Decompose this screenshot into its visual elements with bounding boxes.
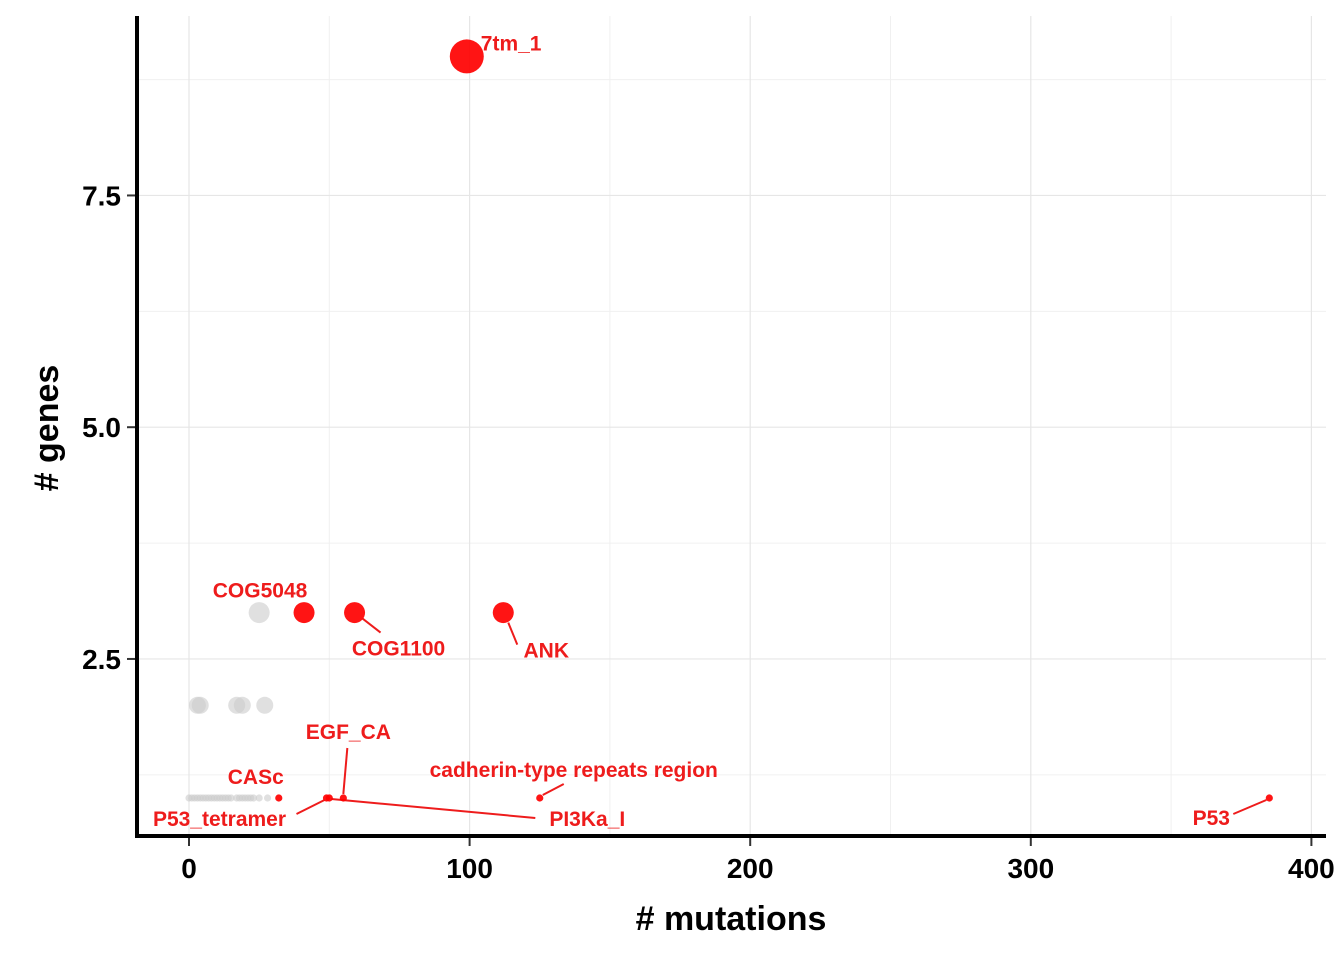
point-label: ANK — [524, 640, 570, 663]
label-leader-lines — [296, 617, 1267, 819]
point-label: cadherin-type repeats region — [430, 759, 718, 782]
point-label: P53 — [1193, 807, 1230, 830]
x-tick-label: 200 — [727, 853, 774, 884]
point-label: CASc — [228, 766, 284, 789]
highlighted-point — [275, 794, 283, 802]
background-point — [191, 696, 209, 714]
x-tick-label: 100 — [446, 853, 493, 884]
point-label: EGF_CA — [306, 721, 391, 744]
background-point — [256, 696, 274, 714]
highlighted-points — [275, 39, 1273, 802]
y-tick-label: 5.0 — [82, 412, 121, 443]
highlighted-point — [536, 794, 544, 802]
highlighted-point — [449, 39, 484, 74]
axes — [135, 16, 1326, 838]
label-leader-line — [331, 798, 536, 819]
point-labels: 7tm_1 COG5048 COG1100 ANK EGF_CA CASc P53_tetr… — [153, 32, 1230, 831]
highlighted-point — [492, 602, 514, 624]
highlighted-point — [325, 794, 333, 802]
x-axis-title: # mutations — [636, 900, 827, 938]
x-tick-label: 0 — [181, 853, 197, 884]
point-label: P53_tetramer — [153, 808, 286, 831]
highlighted-point — [293, 602, 315, 624]
background-point — [248, 602, 270, 624]
label-leader-line — [361, 617, 382, 634]
background-point — [255, 794, 263, 802]
label-leader-line — [507, 622, 519, 645]
background-points — [185, 602, 274, 802]
label-leader-line — [1232, 799, 1267, 815]
point-label: PI3Ka_I — [549, 808, 625, 831]
label-leader-line — [542, 783, 565, 796]
label-leader-line — [296, 799, 325, 815]
axis-ticks: 0 100 200 300 400 2.5 5.0 7.5 — [82, 180, 1335, 884]
x-tick-label: 300 — [1007, 853, 1054, 884]
point-label: COG5048 — [213, 580, 308, 603]
highlighted-point — [344, 602, 366, 624]
label-leader-line — [342, 747, 349, 795]
x-tick-label: 400 — [1288, 853, 1335, 884]
point-label: 7tm_1 — [481, 32, 542, 55]
highlighted-point — [339, 794, 347, 802]
y-tick-label: 2.5 — [82, 644, 121, 675]
grid-lines — [139, 16, 1326, 834]
background-point — [249, 794, 258, 802]
y-tick-label: 7.5 — [82, 180, 121, 211]
y-axis-title: # genes — [28, 365, 66, 492]
background-point — [227, 794, 235, 802]
background-point — [263, 794, 272, 802]
background-point — [233, 696, 251, 714]
highlighted-point — [1265, 794, 1273, 802]
point-label: COG1100 — [352, 638, 445, 661]
